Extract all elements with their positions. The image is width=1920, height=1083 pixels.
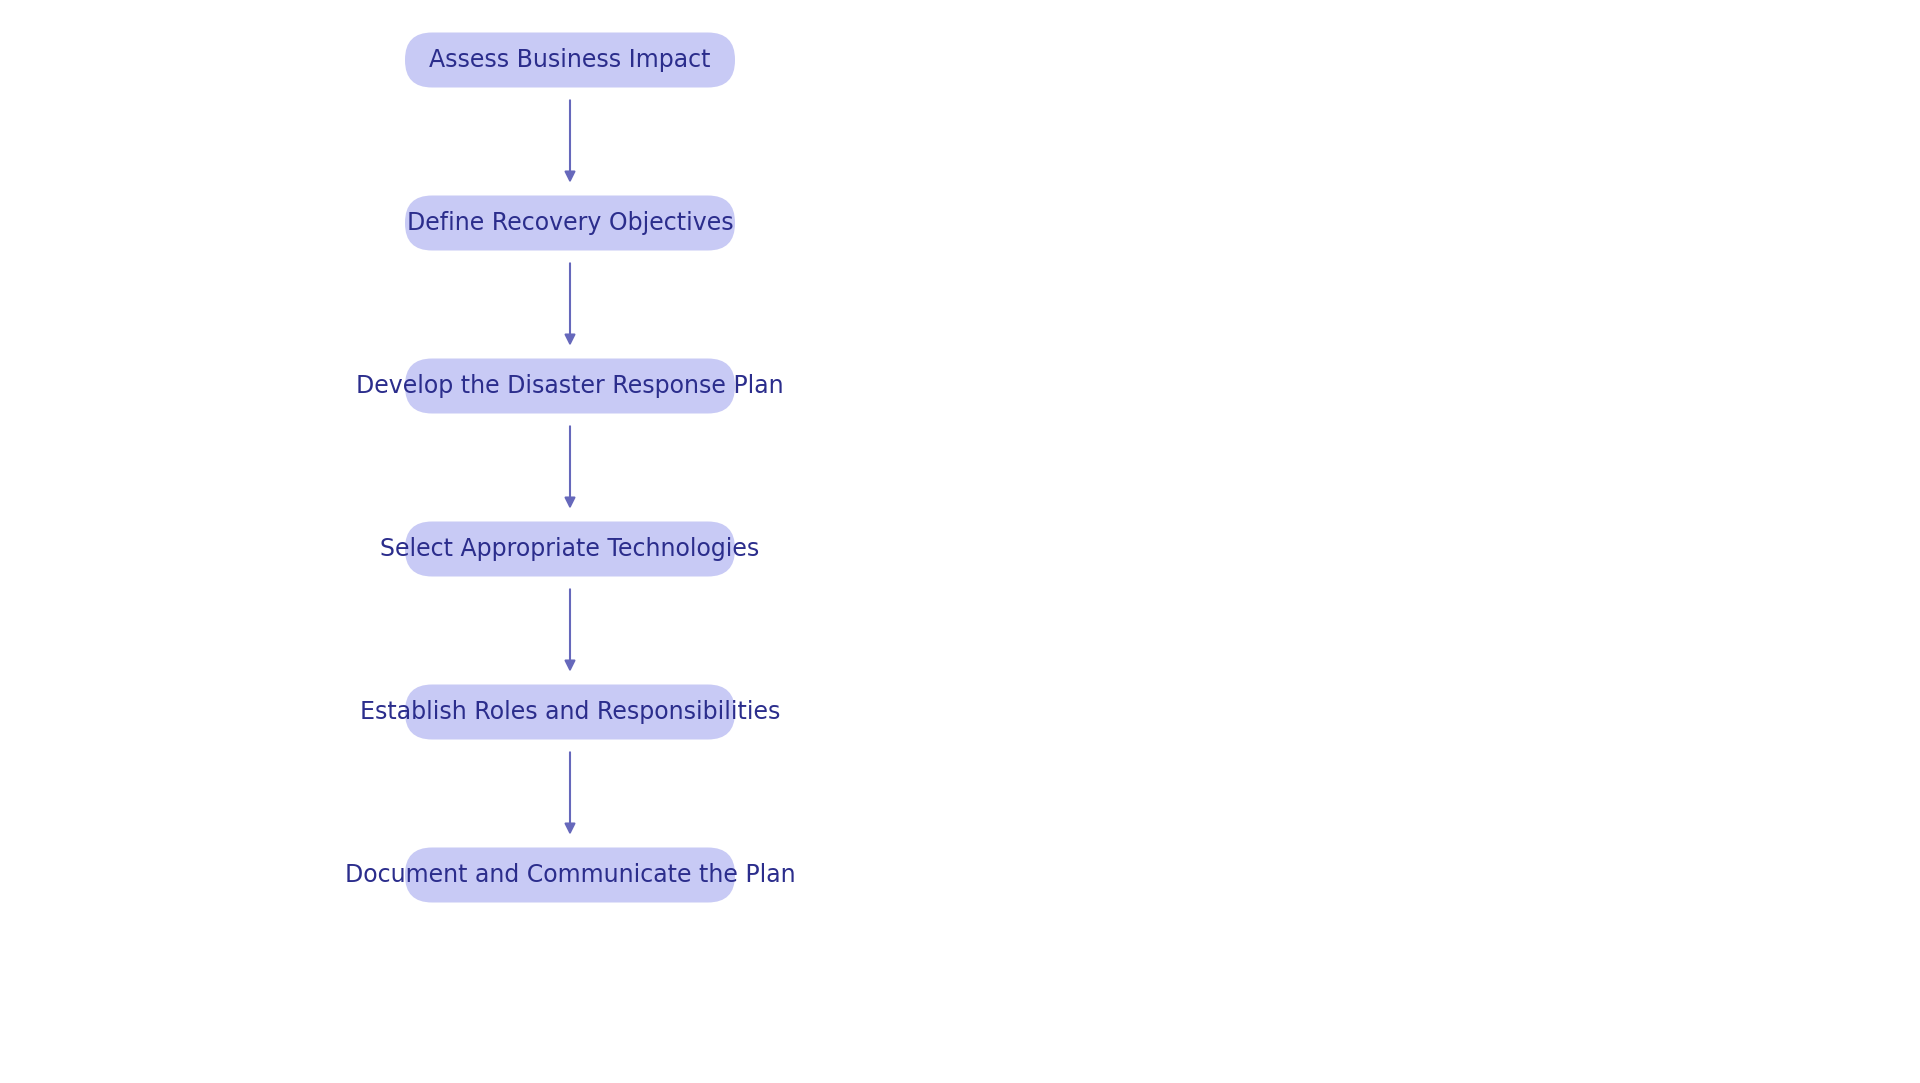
Text: Develop the Disaster Response Plan: Develop the Disaster Response Plan (357, 374, 783, 397)
FancyBboxPatch shape (405, 358, 735, 414)
FancyBboxPatch shape (405, 196, 735, 250)
FancyBboxPatch shape (405, 32, 735, 88)
Text: Define Recovery Objectives: Define Recovery Objectives (407, 211, 733, 235)
Text: Select Appropriate Technologies: Select Appropriate Technologies (380, 537, 760, 561)
Text: Establish Roles and Responsibilities: Establish Roles and Responsibilities (359, 700, 780, 725)
FancyBboxPatch shape (405, 684, 735, 740)
FancyBboxPatch shape (405, 848, 735, 902)
FancyBboxPatch shape (405, 522, 735, 576)
Text: Assess Business Impact: Assess Business Impact (430, 48, 710, 71)
Text: Document and Communicate the Plan: Document and Communicate the Plan (346, 863, 795, 887)
